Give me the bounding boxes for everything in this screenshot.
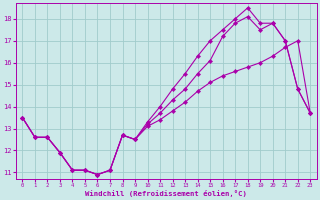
X-axis label: Windchill (Refroidissement éolien,°C): Windchill (Refroidissement éolien,°C): [85, 190, 247, 197]
